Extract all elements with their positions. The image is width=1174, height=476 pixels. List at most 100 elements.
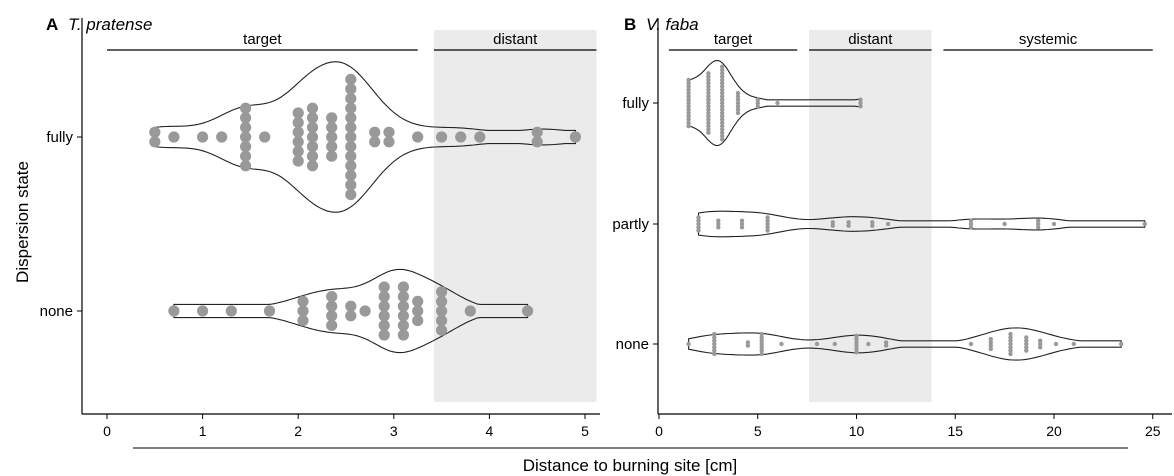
panel-b-point <box>739 218 745 223</box>
panel-b-point <box>870 220 875 225</box>
panel-b-point <box>720 104 725 109</box>
panel-a: target distant 0 1 2 3 4 5 fully none A T. prate… <box>40 15 600 439</box>
panel-b-point <box>866 341 871 347</box>
panel-a-point <box>292 126 304 138</box>
panel-a-point <box>383 126 395 138</box>
panel-b-point <box>686 107 691 112</box>
panel-b-point <box>1119 341 1124 347</box>
panel-a-point <box>297 305 309 317</box>
x-tick-label: 4 <box>486 423 494 439</box>
y-tick-label: fully <box>46 129 73 146</box>
x-tick-label: 0 <box>103 423 111 439</box>
x-tick-label: 20 <box>1046 423 1062 439</box>
panel-b-point <box>706 97 711 102</box>
panel-a-point <box>378 310 390 322</box>
panel-a-points <box>149 73 582 341</box>
panel-b-point <box>706 130 711 135</box>
panel-a-point <box>259 131 271 143</box>
panel-b-point <box>1008 331 1013 337</box>
panel-a-point <box>378 300 390 312</box>
panel-b-point <box>686 90 691 96</box>
panel-a-point <box>345 73 357 85</box>
panel-b-point <box>706 117 711 122</box>
panel-b-point <box>1038 345 1043 350</box>
panel-b-point <box>735 104 741 109</box>
x-tick-label: 3 <box>390 423 398 439</box>
x-tick-label: 25 <box>1145 423 1161 439</box>
panel-a-point <box>345 160 357 172</box>
panel-b-point <box>686 81 691 86</box>
panel-b-point <box>755 100 760 106</box>
panel-b-point <box>686 123 691 129</box>
panel-b-point <box>720 90 725 96</box>
panel-a-point <box>326 319 338 331</box>
panel-b-point <box>1024 345 1029 350</box>
panel-b-point <box>1008 345 1013 350</box>
panel-a-point <box>197 131 209 143</box>
panel-b-point <box>720 120 725 126</box>
panel-b-point <box>720 100 725 106</box>
panel-a-point <box>168 305 180 317</box>
x-tick-label: 0 <box>655 423 663 439</box>
y-axis-label: Dispersion state <box>13 161 32 283</box>
panel-b-point <box>686 341 691 347</box>
panel-a-point <box>455 131 467 143</box>
x-tick-label: 2 <box>294 423 302 439</box>
panel-a-point <box>292 136 304 148</box>
panel-b-point <box>706 84 711 89</box>
panel-a-point <box>345 93 357 105</box>
panel-b-point <box>1024 335 1029 340</box>
panel-a-point <box>197 305 209 317</box>
panel-b-point <box>686 104 691 109</box>
panel-b: target distant systemic 0 5 10 15 20 25 fully par… <box>612 15 1172 439</box>
panel-a-point <box>263 305 276 317</box>
panel-b-point <box>765 225 770 230</box>
panel-b-point <box>706 114 711 119</box>
panel-b-point <box>735 90 741 96</box>
panel-a-point <box>412 305 424 317</box>
panel-b-point <box>830 223 835 228</box>
panel-b-point <box>720 81 725 86</box>
panel-a-point <box>378 281 390 293</box>
panel-b-point <box>706 100 711 106</box>
panel-a-point <box>345 141 357 153</box>
panel-b-point <box>832 341 837 347</box>
panel-b-point <box>858 100 863 106</box>
panel-a-point <box>436 286 448 298</box>
panel-b-point <box>1008 341 1013 347</box>
panel-a-point <box>436 295 448 307</box>
panel-a-point <box>345 300 357 312</box>
panel-b-point <box>1008 348 1013 353</box>
zone-label: systemic <box>1019 31 1078 48</box>
panel-a-point <box>397 310 409 322</box>
panel-a-point <box>412 295 424 307</box>
panel-a-point <box>345 179 357 191</box>
panel-a-point <box>240 150 252 162</box>
panel-b-label: B <box>624 15 636 34</box>
panel-b-point <box>854 333 859 338</box>
panel-a-point <box>345 102 357 114</box>
panel-b-point <box>755 97 760 102</box>
panel-b-point <box>854 340 859 345</box>
panel-b-point <box>696 228 701 233</box>
violin-none <box>688 327 1122 361</box>
panel-b-point <box>830 220 835 225</box>
panel-a-point <box>292 155 304 167</box>
panel-a-point <box>412 315 424 327</box>
panel-b-point <box>745 343 751 348</box>
panel-a-violins <box>154 61 576 354</box>
panel-b-point <box>1008 338 1013 343</box>
panel-a-label: A <box>46 15 58 34</box>
panel-b-point <box>720 77 725 83</box>
panel-a-point <box>225 305 237 317</box>
violin-none <box>173 268 529 354</box>
panel-b-axes: 0 5 10 15 20 25 fully partly none <box>612 18 1172 439</box>
panel-a-point <box>306 150 319 162</box>
shared-x-axis-label: Distance to burning site [cm] <box>523 456 737 475</box>
panel-b-point <box>759 345 764 350</box>
panel-a-point <box>326 131 338 143</box>
panel-a-point <box>345 310 357 322</box>
panel-a-point <box>345 121 357 133</box>
x-tick-label: 5 <box>581 423 589 439</box>
panel-b-point <box>1024 348 1029 353</box>
